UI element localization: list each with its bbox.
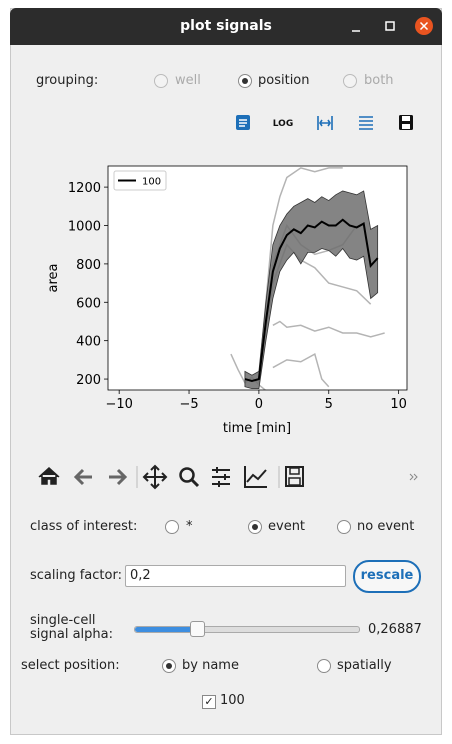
x-axis-label: time [min] <box>223 421 291 436</box>
y-tick-label: 200 <box>76 373 101 388</box>
normalize-icon[interactable] <box>317 116 333 130</box>
legend-box <box>113 170 167 191</box>
radio-label: no event <box>357 519 415 534</box>
maximize[interactable] <box>385 21 395 31</box>
legend-icon[interactable] <box>236 115 250 130</box>
scaling-input[interactable]: 0,2 <box>125 565 346 587</box>
single-cell-trace <box>272 352 330 388</box>
legend-label: 100 <box>142 177 161 188</box>
single-cell-trace <box>272 320 385 338</box>
pan-button[interactable] <box>142 464 168 490</box>
window-title: plot signals <box>180 18 272 34</box>
x-tick-label: 5 <box>325 397 333 412</box>
y-tick-label: 1200 <box>68 181 101 196</box>
radio[interactable] <box>238 74 252 88</box>
save-icon[interactable] <box>399 115 413 130</box>
y-tick-label: 800 <box>76 258 101 273</box>
radio[interactable] <box>317 659 331 673</box>
radio-label: both <box>364 73 394 88</box>
scaling-label: scaling factor: <box>30 568 122 583</box>
chart: time [min] area −10 −5 0 5 10 200 400 600 800 100… <box>46 165 408 436</box>
radio[interactable] <box>248 520 262 534</box>
slider-fill <box>135 627 197 632</box>
radio[interactable] <box>154 74 168 88</box>
radio-label: spatially <box>337 658 392 673</box>
radio-label: by name <box>182 658 239 673</box>
class-label: class of interest: <box>30 519 138 534</box>
save-figure-button[interactable] <box>285 466 304 487</box>
zoom-button[interactable] <box>179 467 200 488</box>
radio[interactable] <box>337 520 351 534</box>
axes-button[interactable] <box>244 466 267 488</box>
slider-track <box>134 626 360 633</box>
x-tick-label: −5 <box>179 397 198 412</box>
plot-toolbar: LOG <box>236 115 413 130</box>
radio[interactable] <box>165 520 179 534</box>
std-band <box>244 190 379 390</box>
radio-label: event <box>268 519 306 534</box>
radio[interactable] <box>162 659 176 673</box>
radio-label: well <box>175 73 201 88</box>
y-tick-label: 1000 <box>68 220 101 235</box>
plot-frame <box>107 165 408 391</box>
alpha-value: 0,26887 <box>368 622 422 637</box>
log-button[interactable]: LOG <box>273 119 293 129</box>
radio-label: position <box>258 73 310 88</box>
mean-line <box>244 218 379 383</box>
x-tick-label: −10 <box>105 397 132 412</box>
y-axis-label: area <box>46 264 61 293</box>
home-button[interactable] <box>38 466 60 485</box>
rescale-button[interactable]: rescale <box>353 560 421 593</box>
slider-handle[interactable] <box>190 621 205 637</box>
y-tick-label: 400 <box>76 335 101 350</box>
overflow-button[interactable] <box>409 473 418 481</box>
forward-button[interactable] <box>109 468 128 486</box>
x-tick-label: 10 <box>390 397 407 412</box>
y-tick-label: 600 <box>76 296 101 311</box>
back-button[interactable] <box>73 468 92 486</box>
x-tick-label: 0 <box>255 397 263 412</box>
grouping-label: grouping: <box>36 73 99 88</box>
radio-label: * <box>186 519 193 534</box>
single-cell-trace <box>258 167 343 380</box>
select-position-label: select position: <box>21 658 120 673</box>
configure-button[interactable] <box>212 467 230 487</box>
title-bar <box>10 8 442 45</box>
checkbox[interactable]: ✓ <box>202 695 216 709</box>
lines-icon[interactable] <box>359 116 373 130</box>
radio[interactable] <box>343 74 357 88</box>
matplotlib-toolbar <box>38 464 418 490</box>
checkbox-label: 100 <box>220 693 245 708</box>
alpha-label: single-cell signal alpha: <box>30 613 114 642</box>
legend: 100 <box>113 170 167 191</box>
window-controls <box>352 17 433 35</box>
